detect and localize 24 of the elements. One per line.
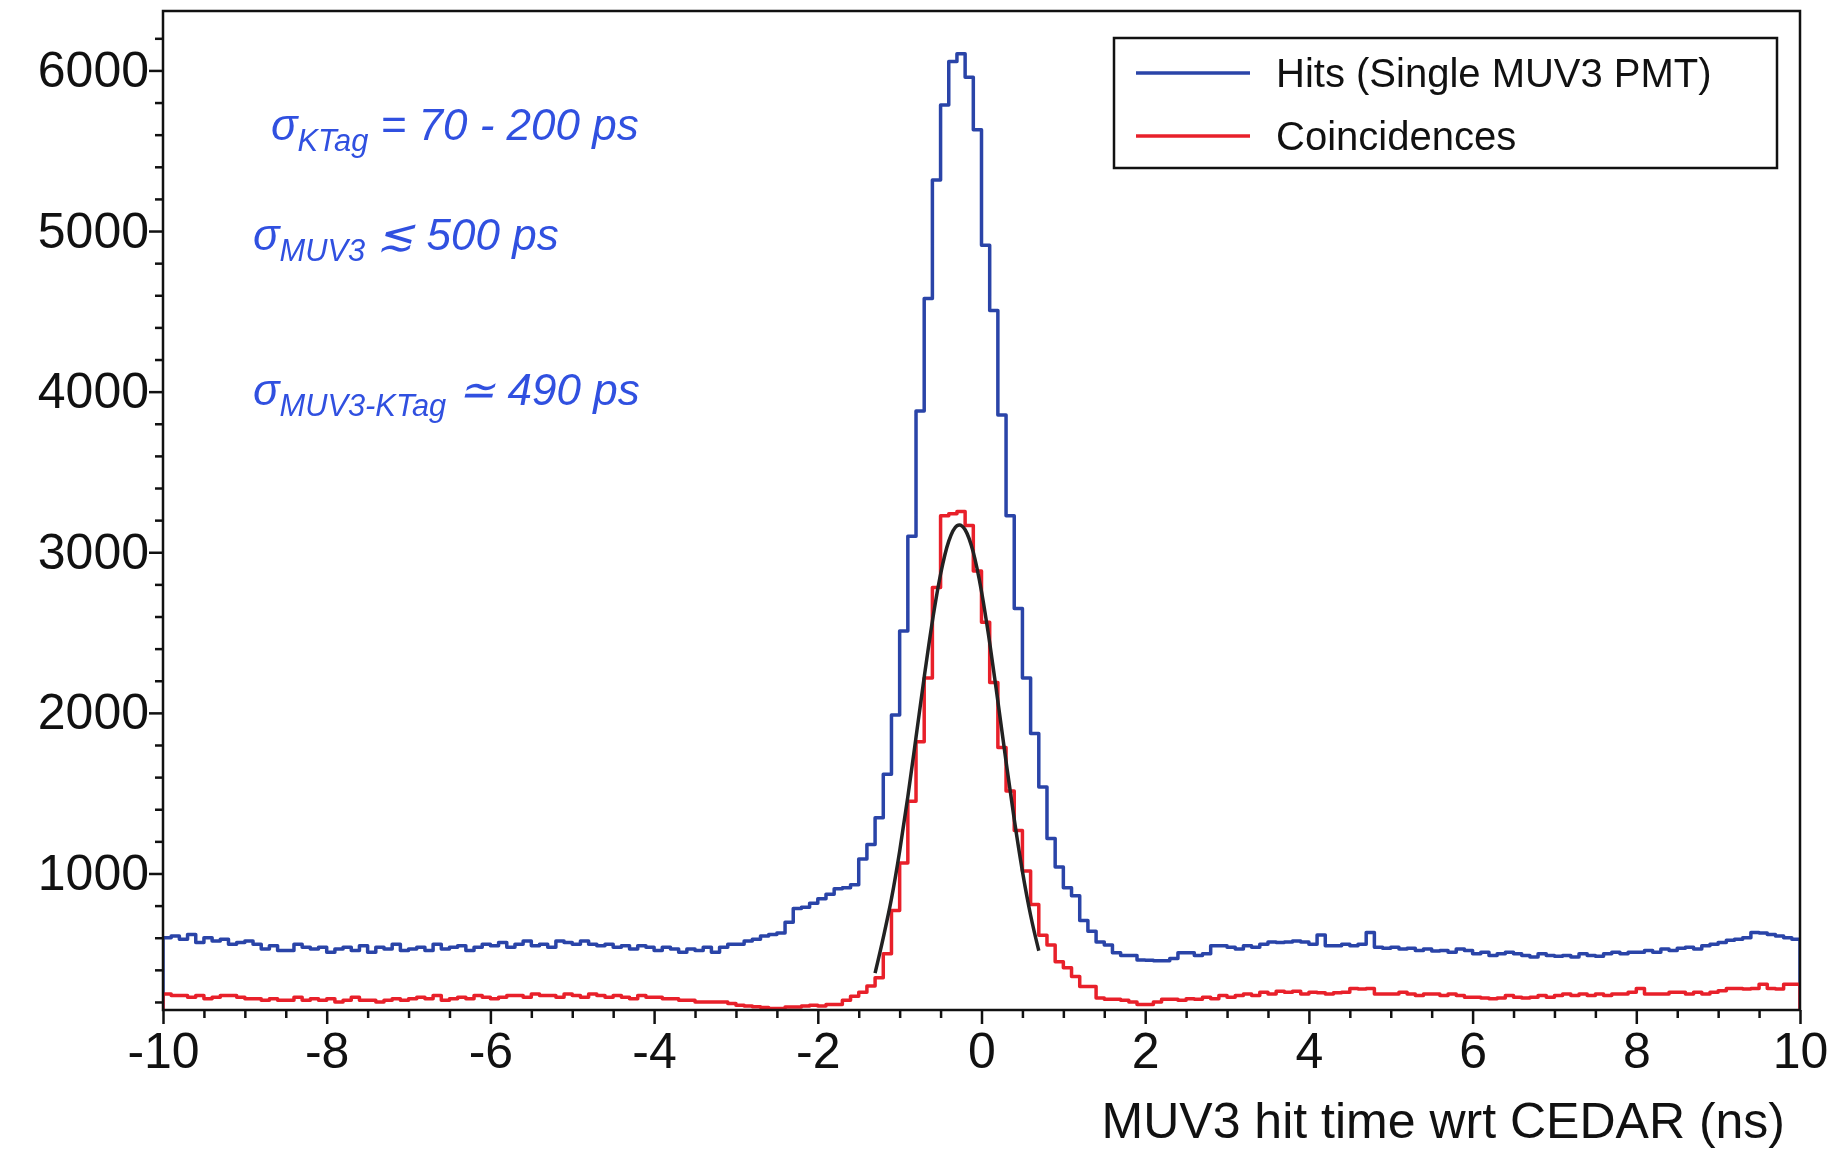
annotation: σ$_{MUV3-KTag}$ ≃ 490 ps — [253, 365, 640, 423]
x-tick-label: 4 — [1295, 1022, 1324, 1079]
y-tick-label: 6000 — [37, 41, 149, 98]
x-axis-title: MUV3 hit time wrt CEDAR (ns) — [1101, 1093, 1785, 1149]
x-tick-label: 6 — [1459, 1022, 1488, 1079]
y-tick-label: 4000 — [37, 363, 149, 420]
line-series — [873, 523, 1041, 975]
legend-label: Coincidences — [1276, 114, 1517, 158]
y-tick-label: 3000 — [37, 523, 149, 580]
y-tick-label: 1000 — [37, 844, 149, 901]
annotation: σ$_{MUV3}$ ≲ 500 ps — [253, 210, 559, 268]
legend-label: Hits (Single MUV3 PMT) — [1276, 51, 1712, 95]
x-tick-label: -4 — [632, 1022, 677, 1079]
y-tick-label: 2000 — [37, 684, 149, 741]
annotation: σ$_{KTag}$ = 70 - 200 ps — [271, 100, 639, 158]
x-tick-label: -8 — [304, 1022, 350, 1079]
x-tick-label: 0 — [968, 1022, 996, 1079]
y-tick-label: 5000 — [37, 202, 149, 259]
x-tick-label: -2 — [796, 1022, 841, 1079]
x-tick-label: -10 — [127, 1022, 200, 1079]
x-tick-label: 2 — [1131, 1022, 1160, 1079]
x-tick-label: 8 — [1622, 1022, 1651, 1079]
x-tick-label: 10 — [1772, 1022, 1829, 1079]
x-tick-label: -6 — [468, 1022, 514, 1079]
